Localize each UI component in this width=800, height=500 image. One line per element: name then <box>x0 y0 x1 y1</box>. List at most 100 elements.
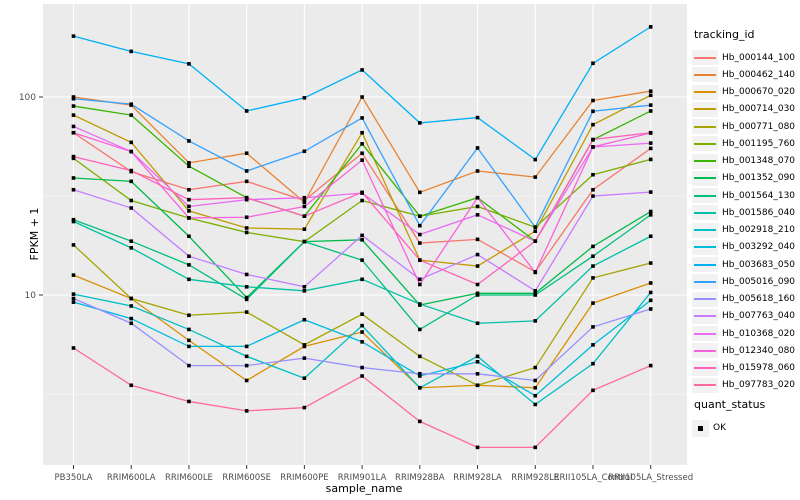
data-point-marker <box>129 49 134 54</box>
data-point-marker <box>418 385 422 390</box>
data-point-marker <box>475 204 480 209</box>
legend-item-Hb_005618_160: Hb_005618_160 <box>692 291 798 308</box>
data-point-marker <box>648 307 653 311</box>
legend-item-Hb_001352_090: Hb_001352_090 <box>692 170 798 187</box>
x-tick-label: RRII105LA_Stressed <box>608 473 693 483</box>
legend-key-swatch <box>692 188 718 204</box>
data-point-marker <box>533 319 538 323</box>
data-point-marker <box>129 179 134 184</box>
data-point-marker <box>475 293 480 297</box>
data-point-marker <box>591 388 595 393</box>
legend-color-line <box>694 315 716 318</box>
data-point-marker <box>648 298 653 303</box>
data-point-marker <box>360 158 364 162</box>
data-point-marker <box>533 393 538 398</box>
data-point-marker <box>418 214 422 219</box>
data-point-marker <box>187 62 191 66</box>
legend-color-line <box>694 91 716 94</box>
data-point-marker <box>302 356 307 360</box>
legend-item-label: Hb_005016_090 <box>722 276 796 287</box>
legend-item-ok: OK <box>692 419 798 437</box>
legend-key-swatch <box>692 67 718 83</box>
legend-key-swatch <box>692 239 718 255</box>
data-point-marker <box>244 230 249 235</box>
legend-key-swatch <box>692 343 718 359</box>
data-point-marker <box>360 68 364 72</box>
data-point-marker <box>533 175 538 179</box>
data-point-marker <box>244 378 249 383</box>
legend-item-label: Hb_003683_050 <box>722 259 796 270</box>
quant-status-legend: quant_status OK <box>692 398 798 437</box>
data-point-marker <box>360 198 364 203</box>
legend-item-Hb_007763_040: Hb_007763_040 <box>692 308 798 325</box>
data-point-marker <box>533 378 538 383</box>
legend-color-line <box>694 349 716 352</box>
legend-item-label: Hb_001195_760 <box>722 138 796 149</box>
data-point-marker <box>418 419 422 424</box>
legend-color-line <box>694 229 716 232</box>
data-point-marker <box>475 195 480 200</box>
data-point-marker <box>187 209 191 213</box>
legend-key-swatch <box>692 257 718 273</box>
data-point-marker <box>129 140 134 145</box>
legend-item-label: Hb_000670_020 <box>722 87 796 98</box>
data-point-marker <box>533 385 538 390</box>
data-point-marker <box>187 338 191 343</box>
data-point-marker <box>360 323 364 328</box>
data-point-marker <box>187 164 191 169</box>
legend-color-line <box>694 332 716 335</box>
data-point-marker <box>244 272 249 277</box>
tracking-id-legend: tracking_id Hb_000144_100 Hb_000462_140 Hb… <box>692 28 798 394</box>
legend-key-swatch <box>692 360 718 376</box>
legend-color-line <box>694 263 716 266</box>
data-point-marker <box>475 146 480 150</box>
data-point-marker <box>475 115 480 120</box>
data-point-marker <box>187 197 191 202</box>
legend-item-label: Hb_000144_100 <box>722 52 796 63</box>
data-point-marker <box>187 254 191 259</box>
data-point-marker <box>302 405 307 410</box>
data-point-marker <box>591 137 595 142</box>
data-point-marker <box>71 130 76 135</box>
legend-item-label: Hb_012340_080 <box>722 345 796 356</box>
data-point-marker <box>71 300 76 304</box>
data-point-marker <box>475 371 480 376</box>
data-point-marker <box>648 261 653 265</box>
data-point-marker <box>591 122 595 127</box>
data-point-marker <box>302 227 307 231</box>
data-point-marker <box>71 187 76 192</box>
data-point-marker <box>418 190 422 195</box>
data-point-marker <box>129 198 134 203</box>
legend-item-label: Hb_001586_040 <box>722 207 796 218</box>
data-point-marker <box>187 263 191 267</box>
data-point-marker <box>418 241 422 245</box>
legend-item-Hb_000771_080: Hb_000771_080 <box>692 118 798 135</box>
data-point-marker <box>244 169 249 173</box>
data-point-marker <box>360 130 364 135</box>
legend-color-line <box>694 160 716 163</box>
data-point-marker <box>187 399 191 404</box>
legend-item-label: Hb_015978_060 <box>722 363 796 374</box>
legend-color-line <box>694 142 716 145</box>
data-point-marker <box>475 354 480 359</box>
data-point-marker <box>591 98 595 103</box>
legend-color-line <box>694 56 716 59</box>
legend-color-line <box>694 194 716 197</box>
data-point-marker <box>360 190 364 195</box>
data-point-marker <box>591 276 595 280</box>
data-point-marker <box>129 246 134 250</box>
data-point-marker <box>71 296 76 301</box>
data-point-marker <box>129 102 134 106</box>
data-point-marker <box>475 213 480 217</box>
legend-key-swatch <box>692 50 718 66</box>
data-point-marker <box>360 374 364 378</box>
data-point-marker <box>302 200 307 205</box>
data-point-marker <box>129 149 134 154</box>
data-point-marker <box>71 104 76 108</box>
data-point-marker <box>71 292 76 296</box>
legend-item-label: Hb_000771_080 <box>722 121 796 132</box>
data-point-marker <box>533 239 538 243</box>
data-point-marker <box>591 361 595 366</box>
legend-color-line <box>694 384 716 387</box>
